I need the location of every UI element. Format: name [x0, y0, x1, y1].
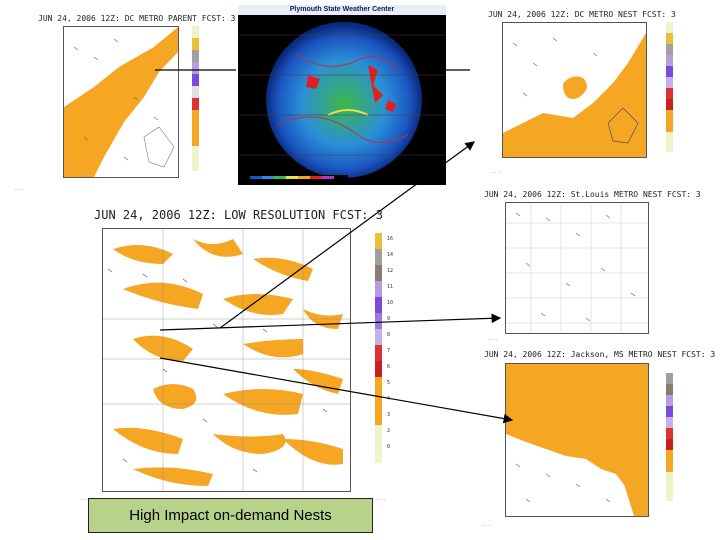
low-res-panel: JUN 24, 2006 12Z: LOW RESOLUTION FCST: 3: [80, 200, 400, 501]
parent-map-graphic: [64, 27, 178, 177]
caption-banner: High Impact on-demand Nests: [88, 498, 373, 533]
jackson-nest-graphic: [506, 364, 648, 516]
dc-nest-colorbar: [666, 22, 673, 152]
low-res-colorbar-label: 11: [387, 284, 394, 290]
dc-nest-panel: JUN 24, 2006 12Z: DC METRO NEST FCST: 3 …: [480, 5, 720, 185]
dc-nest-title: JUN 24, 2006 12Z: DC METRO NEST FCST: 3: [488, 10, 676, 19]
low-res-stamp-left: ....: [80, 496, 90, 501]
dc-nest-graphic: [503, 33, 646, 157]
dc-nest-stamp: ....: [492, 169, 502, 174]
low-res-colorbar-label: 16: [387, 236, 394, 242]
low-res-colorbar-label: 5: [387, 380, 391, 386]
jackson-nest-colorbar: [666, 373, 673, 501]
stlouis-nest-graphic: [506, 203, 648, 333]
low-res-map: [102, 228, 351, 492]
radar-image: Plymouth State Weather Center: [238, 5, 446, 185]
low-res-colorbar-label: 0: [387, 444, 391, 450]
low-res-colorbar-label: 3: [387, 412, 391, 418]
radar-header: Plymouth State Weather Center: [238, 5, 446, 15]
low-res-colorbar-label: 8: [387, 332, 391, 338]
dc-nest-map: [502, 22, 647, 158]
low-res-colorbar-label: 7: [387, 348, 391, 354]
jackson-nest-panel: JUN 24, 2006 12Z: Jackson, MS METRO NEST…: [480, 346, 720, 536]
stlouis-nest-map: [505, 202, 649, 334]
jackson-nest-stamp: ....: [482, 522, 492, 527]
parent-map: [63, 26, 179, 178]
low-res-title: JUN 24, 2006 12Z: LOW RESOLUTION FCST: 3: [94, 208, 383, 222]
low-res-colorbar-label: 12: [387, 268, 394, 274]
low-res-colorbar-label: 9: [387, 316, 391, 322]
low-res-colorbar-label: 14: [387, 252, 394, 258]
low-res-colorbar-label: 6: [387, 364, 391, 370]
jackson-nest-title: JUN 24, 2006 12Z: Jackson, MS METRO NEST…: [484, 350, 716, 359]
radar-graphic: [238, 22, 446, 180]
parent-stamp-left: ....: [14, 186, 24, 191]
low-res-colorbar-label: 10: [387, 300, 394, 306]
low-res-graphic: [103, 229, 350, 491]
stlouis-nest-title: JUN 24, 2006 12Z: St.Louis METRO NEST FC…: [484, 190, 701, 199]
low-res-colorbar-label: 2: [387, 428, 391, 434]
low-res-colorbar-label: 4: [387, 396, 391, 402]
low-res-colorbar: [375, 233, 382, 463]
stlouis-nest-panel: JUN 24, 2006 12Z: St.Louis METRO NEST FC…: [480, 186, 720, 346]
stlouis-nest-stamp: ....: [488, 336, 498, 341]
parent-colorbar: [192, 26, 199, 171]
parent-forecast-panel: JUN 24, 2006 12Z: DC METRO PARENT FCST: …: [0, 8, 235, 193]
low-res-stamp-right: ....: [376, 496, 386, 501]
jackson-nest-map: [505, 363, 649, 517]
parent-panel-title: JUN 24, 2006 12Z: DC METRO PARENT FCST: …: [38, 14, 236, 23]
